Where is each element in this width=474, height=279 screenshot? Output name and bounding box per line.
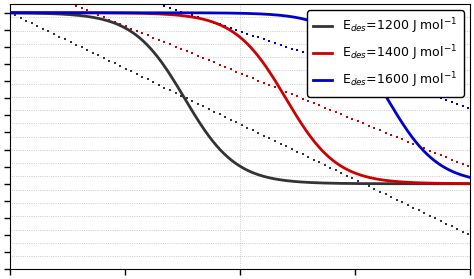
Legend: E$_{des}$=1200 J mol$^{-1}$, E$_{des}$=1400 J mol$^{-1}$, E$_{des}$=1600 J mol$^: E$_{des}$=1200 J mol$^{-1}$, E$_{des}$=1… bbox=[307, 10, 464, 97]
